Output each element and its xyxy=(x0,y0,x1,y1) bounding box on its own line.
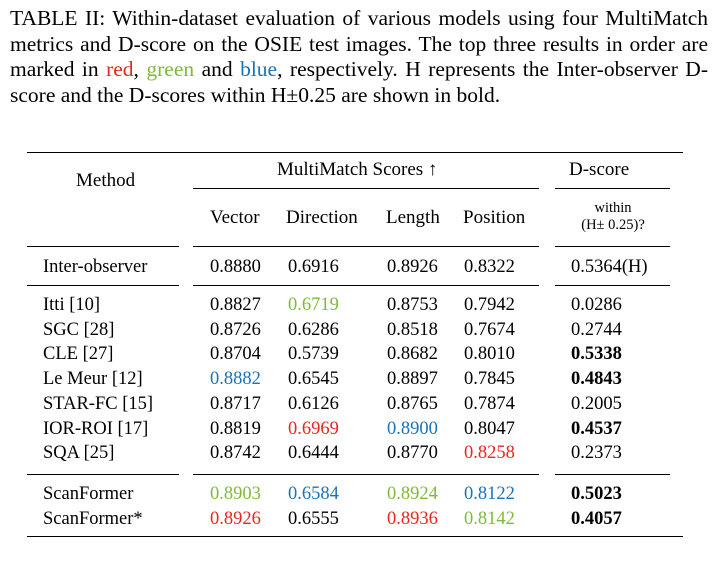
multimatch-rule xyxy=(193,188,539,189)
ours-rule-method xyxy=(27,474,179,475)
header-length: Length xyxy=(386,207,440,228)
row-method: SGC [28] xyxy=(43,319,115,340)
bottom-rule xyxy=(27,536,683,537)
header-direction: Direction xyxy=(286,207,358,228)
row-method: ScanFormer xyxy=(43,484,134,504)
io-rule-metrics xyxy=(193,285,539,286)
cell-vector: 0.8903 xyxy=(210,484,261,504)
cell-dscore: 0.2744 xyxy=(571,319,622,340)
cell-direction: 0.6126 xyxy=(288,393,339,414)
row-method: CLE [27] xyxy=(43,344,114,365)
cell-position: 0.7845 xyxy=(464,369,515,390)
row-method: Inter-observer xyxy=(43,257,148,277)
cell-vector: 0.8819 xyxy=(210,418,261,439)
cell-length: 0.8770 xyxy=(387,443,438,464)
cell-dscore: 0.4537 xyxy=(571,418,622,439)
cell-vector: 0.8882 xyxy=(210,369,261,390)
row-method: IOR-ROI [17] xyxy=(43,418,149,439)
cell-dscore: 0.4057 xyxy=(571,508,622,529)
cell-length: 0.8900 xyxy=(387,418,438,439)
cell-length: 0.8897 xyxy=(387,369,438,390)
cell-length: 0.8753 xyxy=(387,295,438,315)
io-rule-dscore xyxy=(555,285,670,286)
cell-dscore: 0.0286 xyxy=(571,295,622,315)
cell-vector: 0.8717 xyxy=(210,393,261,414)
cell-dscore: 0.2373 xyxy=(571,443,622,464)
cell-length: 0.8936 xyxy=(387,508,438,529)
top-rule xyxy=(27,152,683,153)
cell-direction: 0.6969 xyxy=(288,418,339,439)
cell-length: 0.8682 xyxy=(387,344,438,365)
cell-dscore: 0.4843 xyxy=(571,369,622,390)
cell-direction: 0.6286 xyxy=(288,319,339,340)
caption-comma: , xyxy=(133,57,147,81)
cell-direction: 0.5739 xyxy=(288,344,339,365)
row-method: Le Meur [12] xyxy=(43,369,143,390)
header-within: within (H± 0.25)? xyxy=(563,200,663,234)
cell-position: 0.8010 xyxy=(464,344,515,365)
cell-vector: 0.8704 xyxy=(210,344,261,365)
cell-vector: 0.8880 xyxy=(210,257,261,277)
header-position: Position xyxy=(463,207,526,228)
cell-length: 0.8765 xyxy=(387,393,438,414)
row-method: ScanFormer* xyxy=(43,508,143,529)
caption-text-1: TABLE II: Within-dataset evaluation of v… xyxy=(10,6,708,81)
cell-dscore: 0.5023 xyxy=(571,484,622,504)
header-within-line1: within xyxy=(594,200,632,216)
cell-position: 0.7674 xyxy=(464,319,515,340)
caption-and: and xyxy=(194,57,241,81)
header-dscore: D-score xyxy=(569,159,630,180)
ours-rule-dscore xyxy=(555,474,670,475)
header-rule-method xyxy=(27,246,179,247)
cell-vector: 0.8742 xyxy=(210,443,261,464)
row-method: Itti [10] xyxy=(43,295,101,315)
caption-text-2: , respectively. H represents the Inter-o… xyxy=(10,57,708,107)
cell-direction: 0.6916 xyxy=(288,257,339,277)
cell-direction: 0.6444 xyxy=(288,443,339,464)
row-method: SQA [25] xyxy=(43,443,115,464)
cell-direction: 0.6555 xyxy=(288,508,339,529)
header-method: Method xyxy=(76,170,136,191)
cell-direction: 0.6584 xyxy=(288,484,339,504)
cell-position: 0.8122 xyxy=(464,484,515,504)
cell-vector: 0.8827 xyxy=(210,295,261,315)
cell-dscore: 0.5364(H) xyxy=(571,257,648,277)
cell-direction: 0.6545 xyxy=(288,369,339,390)
cell-position: 0.8322 xyxy=(464,257,515,277)
cell-dscore: 0.5338 xyxy=(571,344,622,365)
cell-position: 0.7874 xyxy=(464,393,515,414)
cell-length: 0.8924 xyxy=(387,484,438,504)
header-multimatch: MultiMatch Scores ↑ xyxy=(277,159,438,180)
cell-vector: 0.8926 xyxy=(210,508,261,529)
io-rule-method xyxy=(27,285,179,286)
cell-position: 0.8142 xyxy=(464,508,515,529)
ours-rule-metrics xyxy=(193,474,539,475)
dscore-rule xyxy=(555,188,670,189)
caption-green-word: green xyxy=(146,57,195,81)
header-rule-dscore xyxy=(555,246,670,247)
caption-red-word: red xyxy=(106,57,134,81)
cell-position: 0.7942 xyxy=(464,295,515,315)
header-vector: Vector xyxy=(210,207,260,228)
cell-position: 0.8258 xyxy=(464,443,515,464)
header-within-line2: (H± 0.25)? xyxy=(581,217,645,233)
cell-length: 0.8926 xyxy=(387,257,438,277)
cell-length: 0.8518 xyxy=(387,319,438,340)
cell-position: 0.8047 xyxy=(464,418,515,439)
cell-dscore: 0.2005 xyxy=(571,393,622,414)
table-caption: TABLE II: Within-dataset evaluation of v… xyxy=(10,6,708,108)
caption-blue-word: blue xyxy=(240,57,278,81)
cell-vector: 0.8726 xyxy=(210,319,261,340)
header-rule-metrics xyxy=(193,246,539,247)
row-method: STAR-FC [15] xyxy=(43,393,154,414)
cell-direction: 0.6719 xyxy=(288,295,339,315)
